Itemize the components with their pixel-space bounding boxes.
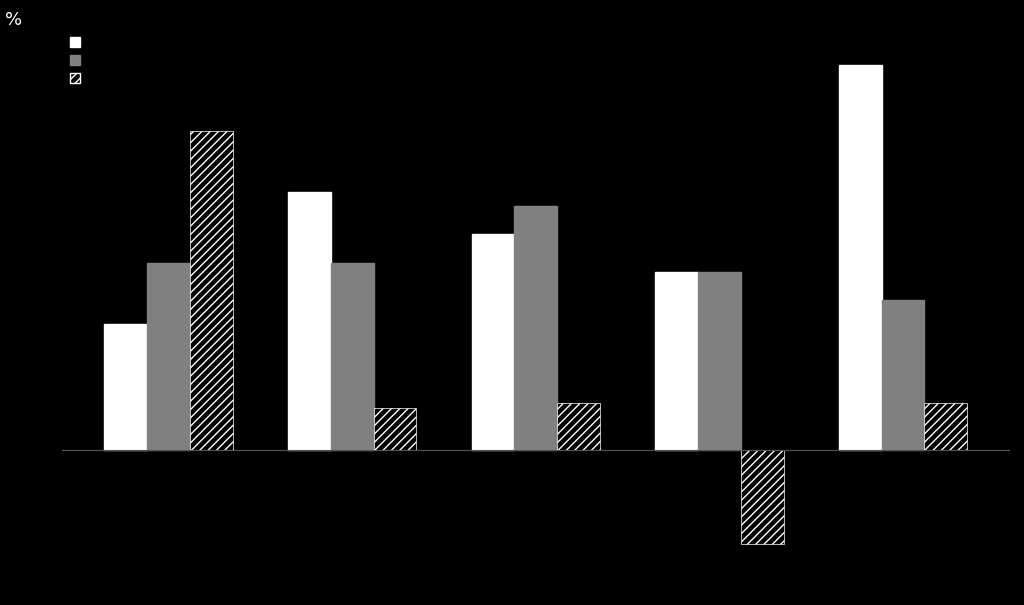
Text: %: % — [4, 11, 22, 29]
Bar — [471, 234, 514, 450]
Bar — [698, 272, 740, 450]
Legend: , , : , , — [68, 34, 86, 88]
Bar — [925, 404, 968, 450]
Bar — [557, 404, 600, 450]
Bar — [655, 272, 698, 450]
Bar — [374, 408, 417, 450]
Bar — [288, 192, 331, 450]
Bar — [190, 131, 232, 450]
Bar — [740, 450, 783, 544]
Bar — [147, 263, 190, 450]
Bar — [104, 324, 147, 450]
Bar — [839, 65, 882, 450]
Bar — [882, 300, 925, 450]
Bar — [514, 206, 557, 450]
Bar — [331, 263, 374, 450]
